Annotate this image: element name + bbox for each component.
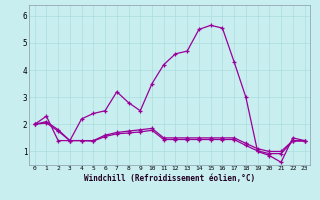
X-axis label: Windchill (Refroidissement éolien,°C): Windchill (Refroidissement éolien,°C) xyxy=(84,174,255,183)
